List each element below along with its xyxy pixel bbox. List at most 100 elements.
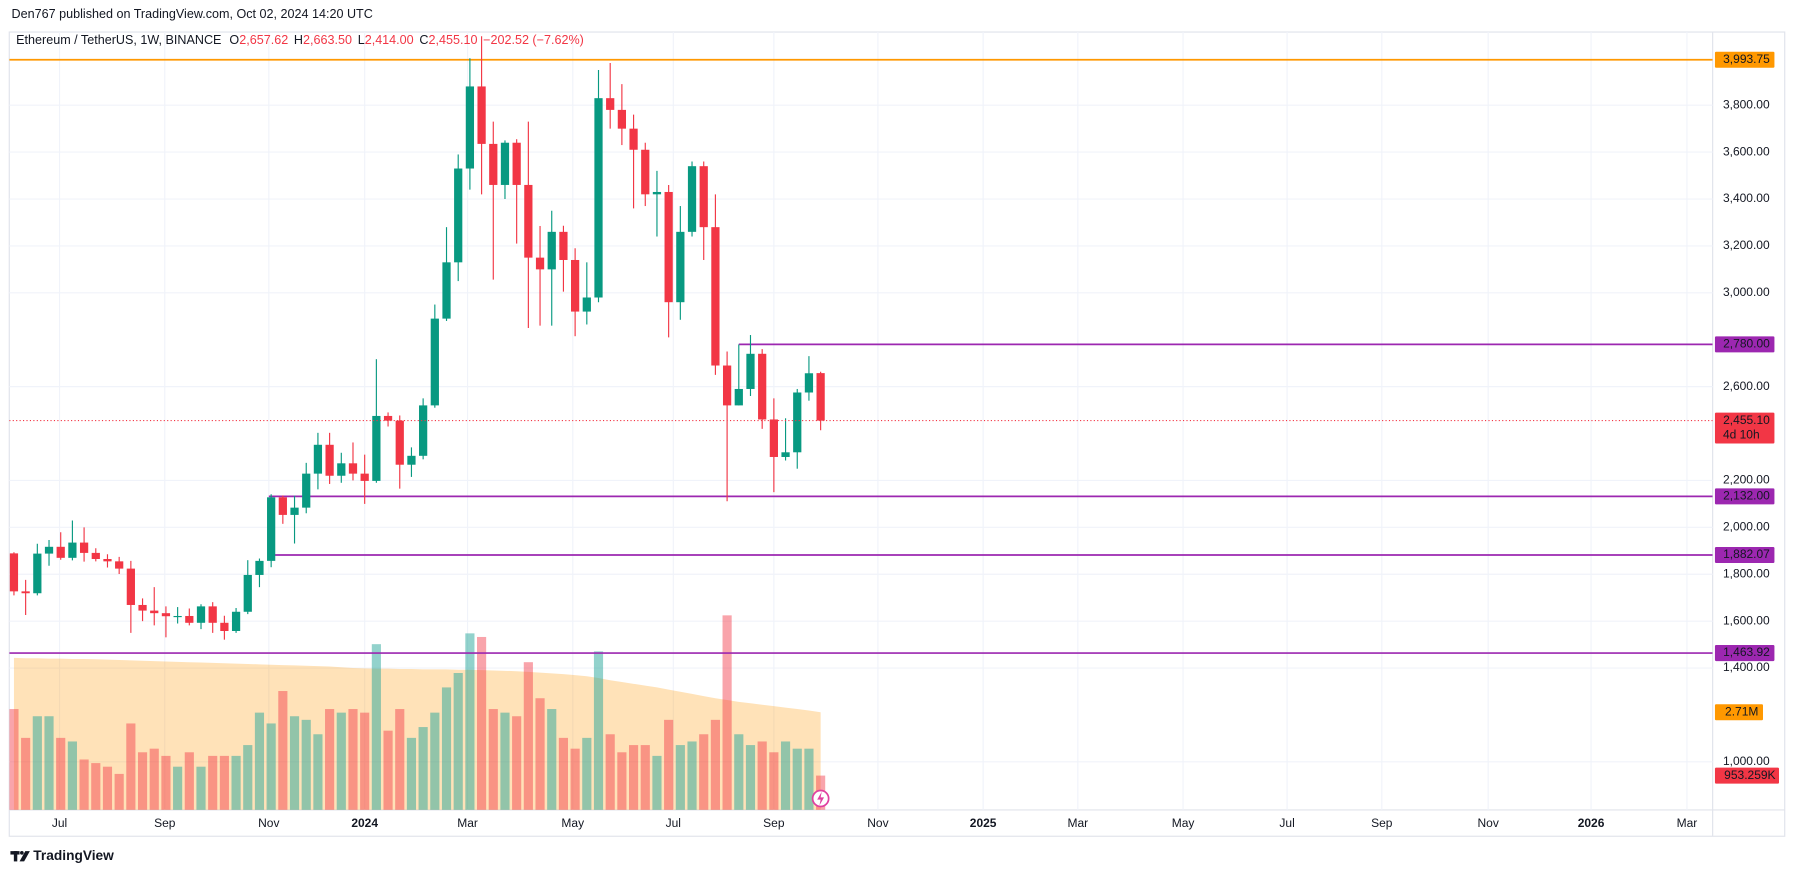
volume-bar bbox=[383, 730, 393, 810]
y-tick-label: 3,800.00 bbox=[1723, 97, 1770, 111]
candle-body bbox=[231, 611, 241, 631]
volume-ma-box bbox=[1714, 704, 1763, 721]
candle-body bbox=[9, 553, 19, 592]
candle-body bbox=[676, 231, 685, 303]
volume-bar bbox=[804, 748, 814, 810]
legend-value: 2,663.50 bbox=[303, 34, 352, 48]
candle-body bbox=[594, 98, 603, 298]
candle-body bbox=[582, 297, 591, 312]
volume-bar bbox=[722, 615, 732, 810]
legend-key: O bbox=[229, 34, 239, 48]
candle-body bbox=[360, 473, 369, 481]
candle-body bbox=[465, 86, 475, 169]
candle-body bbox=[21, 591, 30, 594]
level-label: 1,463.92 bbox=[1723, 645, 1770, 659]
candle-body bbox=[419, 405, 428, 456]
legend-change: −202.52 bbox=[483, 34, 529, 48]
volume-bar bbox=[617, 752, 627, 810]
x-tick-label: Jul bbox=[666, 816, 681, 830]
candle-body bbox=[126, 568, 135, 605]
candle-body bbox=[758, 353, 767, 420]
volume-bar bbox=[184, 752, 194, 810]
live-badge-icon bbox=[817, 791, 825, 806]
candle-body bbox=[746, 353, 755, 389]
y-tick-label: 2,600.00 bbox=[1723, 379, 1770, 393]
level-label-box bbox=[1714, 51, 1775, 68]
volume-bar bbox=[9, 709, 19, 810]
volume-bar bbox=[441, 687, 452, 810]
volume-bar bbox=[278, 691, 288, 810]
y-tick-label: 1,600.00 bbox=[1723, 613, 1770, 627]
candle-body bbox=[711, 227, 720, 366]
level-label-box bbox=[1714, 488, 1775, 505]
y-tick-label: 2,000.00 bbox=[1723, 520, 1770, 534]
x-tick-label: Nov bbox=[867, 816, 888, 830]
volume-bar bbox=[582, 737, 592, 810]
volume-ma-label: 2.71M bbox=[1725, 704, 1758, 718]
volume-bar bbox=[687, 741, 697, 810]
x-tick-label: Mar bbox=[1067, 816, 1088, 830]
candle-body bbox=[372, 415, 381, 481]
volume-bar bbox=[254, 712, 265, 810]
volume-bar bbox=[418, 727, 428, 810]
volume-bar bbox=[325, 709, 335, 810]
volume-bar bbox=[126, 723, 136, 810]
x-tick-label: May bbox=[561, 816, 584, 830]
candle-body bbox=[243, 574, 252, 612]
level-label: 3,993.75 bbox=[1723, 52, 1770, 66]
legend-symbol: Ethereum / TetherUS, 1W, BINANCE bbox=[16, 34, 221, 48]
level-label-box bbox=[1714, 336, 1775, 353]
candle-body bbox=[571, 259, 580, 312]
volume-bar bbox=[640, 745, 650, 810]
candle-body bbox=[804, 373, 814, 393]
candle-body bbox=[442, 262, 451, 319]
volume-bar bbox=[769, 752, 779, 810]
candle-body bbox=[699, 166, 708, 228]
countdown-label: 4d 10h bbox=[1723, 428, 1760, 442]
candle-body bbox=[617, 109, 627, 129]
volume-bar bbox=[664, 719, 674, 810]
x-tick-label: May bbox=[1172, 816, 1195, 830]
y-tick-label: 1,400.00 bbox=[1723, 660, 1770, 674]
axes: Jul Sep Nov 2024 Mar May Jul Sep Nov 2025 Mar May Ju… bbox=[52, 51, 1780, 830]
level-label: 2,132.00 bbox=[1723, 489, 1770, 503]
x-tick-label: Sep bbox=[763, 816, 785, 830]
x-tick-label: Nov bbox=[258, 816, 279, 830]
volume-bar bbox=[243, 745, 253, 810]
volume-bar bbox=[395, 709, 405, 810]
legend-key: H bbox=[294, 34, 303, 48]
candle-body bbox=[477, 86, 486, 144]
volume-bar bbox=[371, 644, 381, 810]
volume-bar bbox=[79, 759, 89, 810]
brand-name: TradingView bbox=[33, 848, 114, 863]
level-label: 2,780.00 bbox=[1723, 337, 1770, 351]
candle-body bbox=[512, 142, 521, 185]
candle-body bbox=[79, 542, 89, 553]
volume-bar bbox=[289, 716, 300, 810]
x-tick-label: Nov bbox=[1478, 816, 1499, 830]
candle-body bbox=[664, 191, 673, 303]
candle-body bbox=[722, 365, 732, 406]
candle-body bbox=[138, 604, 147, 611]
candle-body bbox=[652, 191, 662, 195]
volume-bar bbox=[792, 748, 802, 810]
x-tick-label: Jul bbox=[1279, 816, 1294, 830]
volume-bar bbox=[675, 745, 685, 810]
candle-body bbox=[793, 392, 802, 453]
volume-bar bbox=[208, 755, 218, 810]
candle-body bbox=[313, 444, 323, 474]
chart-frame bbox=[8, 31, 1786, 837]
volume-bar bbox=[734, 734, 744, 810]
candle-body bbox=[91, 552, 100, 559]
candle-body bbox=[734, 388, 743, 406]
volume-bar bbox=[570, 748, 580, 810]
volume-bar bbox=[512, 716, 522, 810]
volume-bar bbox=[628, 745, 639, 810]
volume-bar bbox=[652, 755, 662, 810]
volume-ma-area bbox=[13, 657, 821, 810]
volume-bar bbox=[406, 737, 417, 810]
volume-bar bbox=[102, 766, 113, 810]
candle-body bbox=[383, 415, 393, 421]
volume-bar bbox=[161, 755, 171, 810]
x-tick-label: Mar bbox=[1677, 816, 1698, 830]
